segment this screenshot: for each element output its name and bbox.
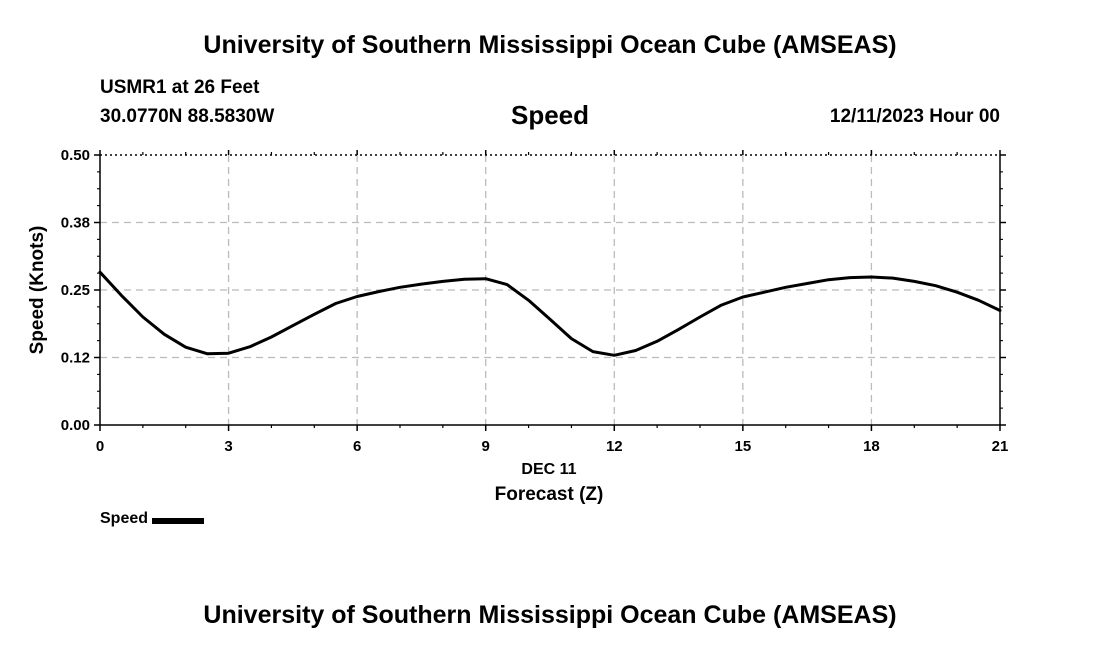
x-axis-date-label: DEC 11 [521,461,576,478]
x-tick-label: 18 [863,438,880,455]
x-tick-label: 9 [482,438,490,455]
x-tick-label: 0 [96,438,104,455]
bottom-title: University of Southern Mississippi Ocean… [203,601,897,629]
series-line-speed [98,270,1002,357]
grid-layer [100,154,1000,425]
chart-title: Speed [510,100,590,130]
x-tick-label: 6 [353,438,361,455]
y-tick-label: 0.25 [61,282,90,299]
series-layer [98,270,1002,357]
x-tick-label: 21 [992,438,1009,455]
legend-line-swatch [152,517,205,524]
legend: Speed [100,510,205,528]
station-label: USMR1 at 26 Feet [100,77,260,98]
y-axis-label: Speed (Knots) [27,226,48,355]
y-tick-label: 0.00 [61,417,90,434]
x-axis-label: Forecast (Z) [495,484,604,505]
datetime-label: 12/11/2023 Hour 00 [829,106,1000,127]
y-tick-label: 0.50 [61,147,90,164]
y-tick-label: 0.38 [61,215,90,232]
label-layer: Speed (Knots) DEC 11 Forecast (Z) [27,226,603,505]
y-tick-label: 0.12 [61,350,90,367]
coordinates-label: 30.0770N 88.5830W [100,106,275,127]
x-tick-label: 12 [606,438,623,455]
x-tick-label: 15 [735,438,752,455]
legend-label: Speed [100,510,149,527]
x-tick-label: 3 [224,438,232,455]
top-title: University of Southern Mississippi Ocean… [203,31,897,59]
axes-layer: 0 3 6 9 12 15 18 21 0.00 0.12 0.25 0.38 0.50 [61,147,1009,455]
